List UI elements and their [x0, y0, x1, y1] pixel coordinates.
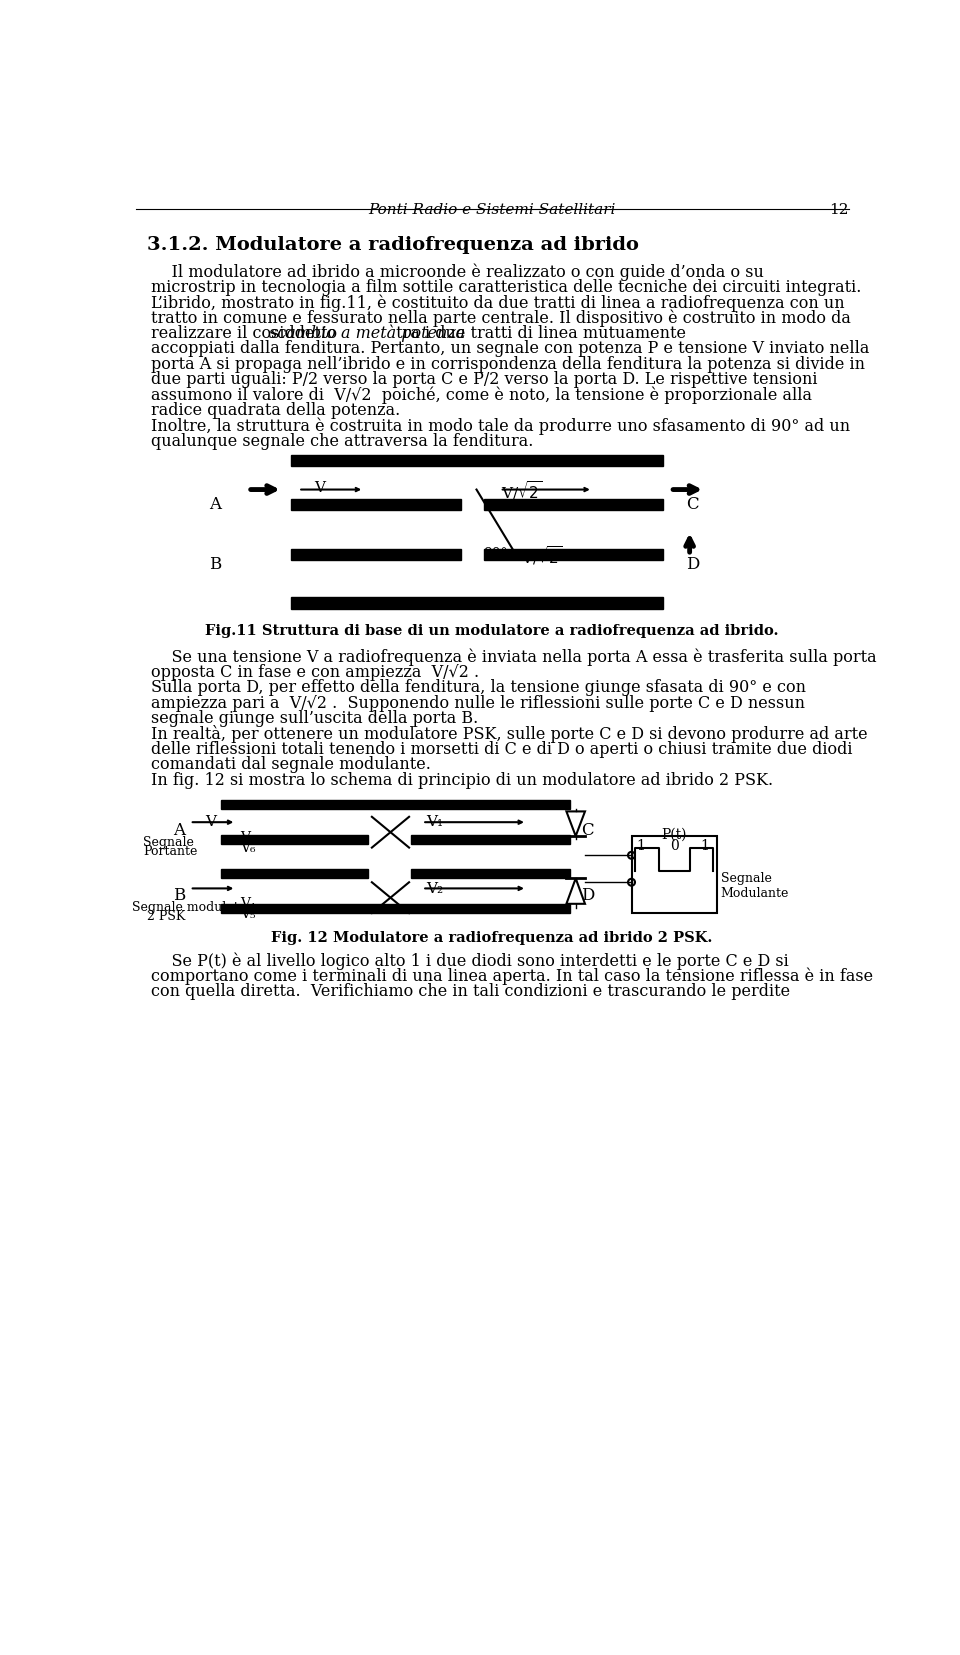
Bar: [291, 597, 662, 609]
Text: qualunque segnale che attraversa la fenditura.: qualunque segnale che attraversa la fend…: [151, 432, 534, 450]
Text: tratto in comune e fessurato nella parte centrale. Il dispositivo è costruito in: tratto in comune e fessurato nella parte…: [151, 309, 851, 328]
Text: comandati dal segnale modulante.: comandati dal segnale modulante.: [151, 756, 431, 773]
Text: 3.1.2. Modulatore a radiofrequenza ad ibrido: 3.1.2. Modulatore a radiofrequenza ad ib…: [147, 235, 639, 253]
Text: V₄: V₄: [240, 897, 255, 910]
Bar: [484, 549, 662, 561]
Text: V₆: V₆: [240, 841, 255, 854]
Bar: [632, 836, 717, 914]
Text: Portante: Portante: [143, 844, 198, 857]
Text: tra i due tratti di linea mutuamente: tra i due tratti di linea mutuamente: [392, 324, 686, 343]
Bar: [291, 455, 662, 467]
Text: Segnale: Segnale: [143, 836, 194, 847]
Text: realizzare il cosiddetto: realizzare il cosiddetto: [151, 324, 343, 343]
Text: radice quadrata della potenza.: radice quadrata della potenza.: [151, 402, 400, 419]
Text: D: D: [581, 887, 594, 904]
Text: V: V: [205, 814, 216, 829]
Text: Il modulatore ad ibrido a microonde è realizzato o con guide d’onda o su: Il modulatore ad ibrido a microonde è re…: [151, 263, 764, 281]
Text: due parti uguali: P/2 verso la porta C e P/2 verso la porta D. Le rispettive ten: due parti uguali: P/2 verso la porta C e…: [151, 371, 818, 387]
Text: 90°: 90°: [483, 546, 507, 561]
Text: Segnale modulato: Segnale modulato: [132, 900, 246, 914]
Text: V₂: V₂: [426, 880, 444, 895]
Text: scambio a metà potenza: scambio a metà potenza: [269, 324, 465, 343]
Text: microstrip in tecnologia a film sottile caratteristica delle tecniche dei circui: microstrip in tecnologia a film sottile …: [151, 278, 861, 296]
Text: V/$\sqrt{2}$: V/$\sqrt{2}$: [501, 478, 542, 501]
Text: assumono il valore di  V/√2  poiché, come è noto, la tensione è proporzionale al: assumono il valore di V/√2 poiché, come …: [151, 386, 812, 404]
Text: B: B: [173, 887, 185, 904]
Text: In fig. 12 si mostra lo schema di principio di un modulatore ad ibrido 2 PSK.: In fig. 12 si mostra lo schema di princi…: [151, 771, 773, 788]
Text: Se una tensione V a radiofrequenza è inviata nella porta A essa è trasferita sul: Se una tensione V a radiofrequenza è inv…: [151, 649, 876, 665]
Text: Segnale
Modulante: Segnale Modulante: [721, 871, 789, 899]
Text: V: V: [314, 482, 324, 495]
Bar: [411, 869, 569, 879]
Text: P(t): P(t): [661, 828, 686, 841]
Bar: [221, 904, 569, 914]
Text: V₃: V₃: [240, 831, 255, 844]
Text: 1: 1: [701, 837, 709, 852]
Text: Se P(t) è al livello logico alto 1 i due diodi sono interdetti e le porte C e D : Se P(t) è al livello logico alto 1 i due…: [151, 952, 789, 970]
Text: ampiezza pari a  V/√2 .  Supponendo nulle le riflessioni sulle porte C e D nessu: ampiezza pari a V/√2 . Supponendo nulle …: [151, 693, 805, 712]
Text: In realtà, per ottenere un modulatore PSK, sulle porte C e D si devono produrre : In realtà, per ottenere un modulatore PS…: [151, 725, 868, 743]
Text: D: D: [685, 556, 699, 573]
Bar: [221, 801, 569, 809]
Text: 12: 12: [829, 202, 849, 217]
Text: Fig.11 Struttura di base di un modulatore a radiofrequenza ad ibrido.: Fig.11 Struttura di base di un modulator…: [205, 624, 779, 637]
Text: A: A: [209, 495, 221, 513]
Text: opposta C in fase e con ampiezza  V/√2 .: opposta C in fase e con ampiezza V/√2 .: [151, 664, 479, 680]
Text: V/$\sqrt{2}$: V/$\sqrt{2}$: [520, 544, 562, 568]
Text: porta A si propaga nell’ibrido e in corrispondenza della fenditura la potenza si: porta A si propaga nell’ibrido e in corr…: [151, 356, 865, 372]
Text: 0: 0: [670, 837, 679, 852]
Text: con quella diretta.  Verifichiamo che in tali condizioni e trascurando le perdit: con quella diretta. Verifichiamo che in …: [151, 983, 790, 1000]
Text: 2 PSK: 2 PSK: [147, 910, 185, 922]
Text: Ponti Radio e Sistemi Satellitari: Ponti Radio e Sistemi Satellitari: [369, 202, 615, 217]
Text: segnale giunge sull’uscita della porta B.: segnale giunge sull’uscita della porta B…: [151, 710, 478, 727]
Text: A: A: [173, 821, 184, 837]
Bar: [291, 500, 461, 511]
Bar: [291, 549, 461, 561]
Text: V₁: V₁: [426, 814, 444, 829]
Bar: [411, 836, 569, 844]
Text: C: C: [685, 495, 698, 513]
Text: C: C: [581, 821, 593, 837]
Bar: [484, 500, 662, 511]
Text: comportano come i terminali di una linea aperta. In tal caso la tensione rifless: comportano come i terminali di una linea…: [151, 968, 874, 985]
Text: accoppiati dalla fenditura. Pertanto, un segnale con potenza P e tensione V invi: accoppiati dalla fenditura. Pertanto, un…: [151, 341, 870, 357]
Text: Inoltre, la struttura è costruita in modo tale da produrre uno sfasamento di 90°: Inoltre, la struttura è costruita in mod…: [151, 417, 851, 435]
Bar: [221, 869, 368, 879]
Text: Sulla porta D, per effetto della fenditura, la tensione giunge sfasata di 90° e : Sulla porta D, per effetto della fenditu…: [151, 679, 806, 695]
Text: B: B: [209, 556, 222, 573]
Text: delle riflessioni totali tenendo i morsetti di C e di D o aperti o chiusi tramit: delle riflessioni totali tenendo i morse…: [151, 740, 852, 758]
Text: V₅: V₅: [240, 907, 255, 920]
Text: Fig. 12 Modulatore a radiofrequenza ad ibrido 2 PSK.: Fig. 12 Modulatore a radiofrequenza ad i…: [272, 930, 712, 945]
Bar: [221, 836, 368, 844]
Text: 1: 1: [636, 837, 645, 852]
Text: L’ibrido, mostrato in fig.11, è costituito da due tratti di linea a radiofrequen: L’ibrido, mostrato in fig.11, è costitui…: [151, 295, 845, 311]
